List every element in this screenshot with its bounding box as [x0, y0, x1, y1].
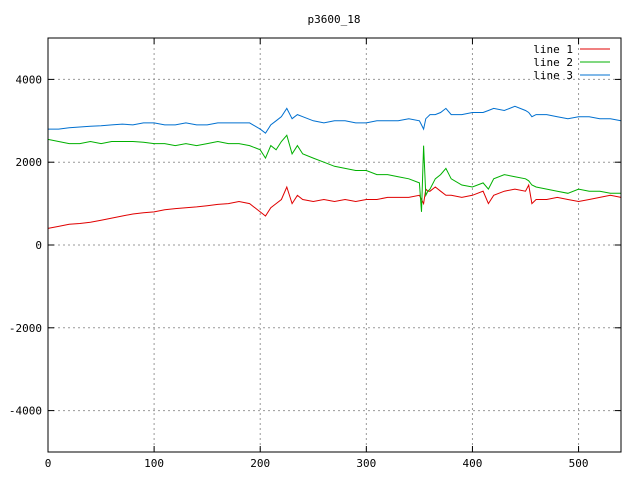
series-line-2 [47, 134, 621, 212]
y-tick-label: 0 [35, 239, 42, 252]
axis-ticks: 0 100 200 300 400 500 -4000 -2000 0 2000 4000 [9, 38, 621, 470]
y-tick-label: 2000 [16, 156, 43, 169]
grid-lines [48, 38, 621, 452]
series-line-1 [47, 183, 622, 229]
x-tick-label: 500 [569, 457, 589, 470]
legend-label: line 3 [533, 69, 573, 82]
chart-title: p3600_18 [308, 13, 361, 26]
x-tick-label: 100 [144, 457, 164, 470]
legend-label: line 2 [533, 56, 573, 69]
y-tick-label: -2000 [9, 322, 42, 335]
x-tick-label: 0 [45, 457, 52, 470]
y-tick-label: -4000 [9, 405, 42, 418]
x-tick-label: 400 [463, 457, 483, 470]
series-lines [47, 105, 622, 229]
x-tick-label: 200 [250, 457, 270, 470]
legend-label: line 1 [533, 43, 573, 56]
y-tick-label: 4000 [16, 73, 43, 86]
series-line-3 [48, 105, 622, 134]
x-tick-label: 300 [356, 457, 376, 470]
